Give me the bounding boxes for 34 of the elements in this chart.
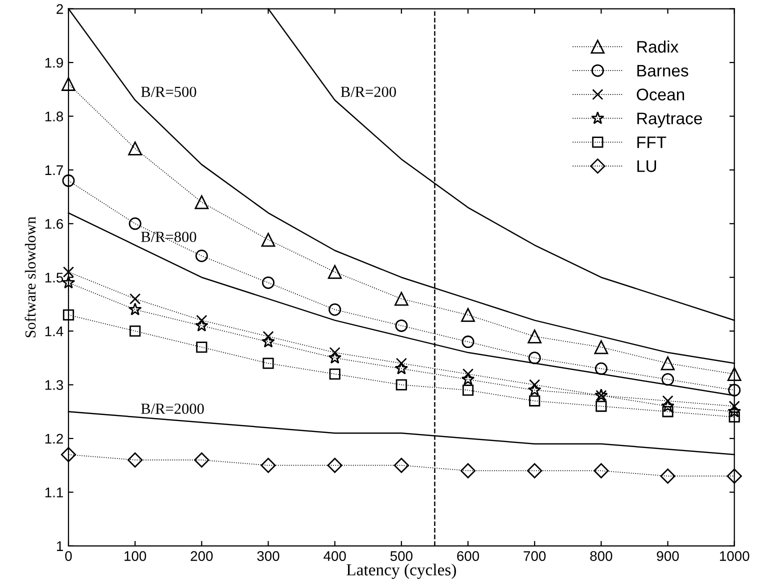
y-tick-label: 1.1 xyxy=(45,488,63,498)
legend-label: LU xyxy=(637,160,656,172)
legend-label: Ocean xyxy=(636,88,684,100)
legend-label: Raytrace xyxy=(637,112,702,128)
y-tick-label: 1.6 xyxy=(45,218,64,229)
series-label: B/R=2000 xyxy=(141,404,204,414)
x-tick-label: 200 xyxy=(190,551,213,561)
series-label: B/R=200 xyxy=(340,86,396,98)
legend-label: Barnes xyxy=(637,64,688,77)
x-tick-label: 100 xyxy=(124,551,146,561)
y-tick-label: 1.3 xyxy=(45,380,64,390)
legend-label: Radix xyxy=(637,40,678,53)
y-tick-label: 1.7 xyxy=(45,165,63,175)
x-tick-label: 400 xyxy=(324,551,346,561)
x-axis-title: Latency (cycles) xyxy=(346,564,456,579)
x-tick-label: 500 xyxy=(390,551,412,561)
y-axis-title: Software slowdown xyxy=(24,216,36,338)
x-tick-label: 0 xyxy=(65,551,72,561)
x-tick-label: 800 xyxy=(590,551,612,561)
y-tick-label: 1.2 xyxy=(45,434,63,444)
y-tick-label: 1.4 xyxy=(45,326,64,336)
x-tick-label: 600 xyxy=(457,551,480,561)
legend-label: FFT xyxy=(637,136,666,148)
series-label: B/R=800 xyxy=(141,232,196,242)
y-tick-label: 1.5 xyxy=(45,272,64,283)
y-tick-label: 2 xyxy=(56,4,63,14)
x-tick-label: 1000 xyxy=(720,551,750,561)
y-tick-label: 1.8 xyxy=(45,112,64,122)
x-tick-label: 700 xyxy=(524,551,546,561)
x-tick-label: 900 xyxy=(656,551,679,561)
y-tick-label: 1.9 xyxy=(45,58,63,68)
x-tick-label: 300 xyxy=(257,551,280,561)
series-label: B/R=500 xyxy=(141,86,196,98)
y-tick-label: 1 xyxy=(56,541,63,551)
